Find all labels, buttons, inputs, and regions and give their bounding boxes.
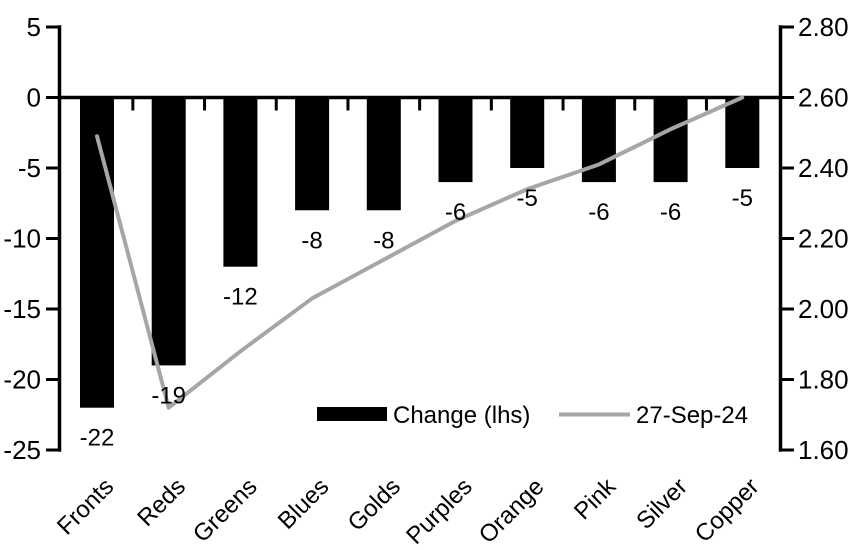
right-axis-tick-label: 1.60 bbox=[798, 435, 849, 465]
bar-silver bbox=[653, 97, 688, 183]
left-axis-tick-label: -25 bbox=[3, 435, 41, 465]
category-label-reds: Reds bbox=[132, 473, 191, 532]
left-axis-tick-label: -20 bbox=[3, 365, 41, 395]
left-axis-tick-label: 0 bbox=[27, 83, 41, 113]
legend-label-change-lhs: Change (lhs) bbox=[393, 402, 530, 429]
legend-bar-swatch bbox=[317, 407, 387, 421]
bar-value-label: -6 bbox=[445, 199, 466, 226]
bar-purples bbox=[438, 97, 473, 183]
line-series bbox=[95, 95, 745, 410]
bar-orange bbox=[510, 97, 545, 168]
right-axis-tick-label: 2.20 bbox=[798, 224, 849, 254]
category-label-golds: Golds bbox=[343, 473, 406, 536]
left-axis-tick-label: -10 bbox=[3, 224, 41, 254]
right-axis-tick-label: 1.80 bbox=[798, 365, 849, 395]
bar-value-label: -12 bbox=[223, 284, 258, 311]
right-axis-tick-label: 2.80 bbox=[798, 12, 849, 42]
category-label-blues: Blues bbox=[273, 473, 335, 535]
left-axis-tick-label: -15 bbox=[3, 294, 41, 324]
bar-fronts bbox=[80, 97, 114, 408]
right-axis-tick-label: 2.40 bbox=[798, 153, 849, 183]
bar-value-label: -22 bbox=[80, 425, 115, 452]
bar-golds bbox=[366, 97, 401, 211]
right-axis-tick-label: 2.60 bbox=[798, 83, 849, 113]
bar-value-label: -8 bbox=[301, 227, 322, 254]
left-axis-tick-label: -5 bbox=[18, 153, 41, 183]
legend-label-27-sep-24: 27-Sep-24 bbox=[636, 402, 748, 429]
category-label-greens: Greens bbox=[188, 473, 263, 548]
category-label-orange: Orange bbox=[474, 473, 550, 549]
bar-copper bbox=[725, 97, 760, 168]
bar-value-label: -5 bbox=[732, 185, 753, 212]
bar-greens bbox=[223, 97, 258, 267]
category-label-fronts: Fronts bbox=[52, 473, 119, 540]
category-label-copper: Copper bbox=[690, 473, 765, 548]
bar-value-label: -19 bbox=[151, 382, 186, 409]
bar-value-label: -8 bbox=[373, 227, 394, 254]
left-axis-tick-label: 5 bbox=[27, 12, 41, 42]
bar-blues bbox=[295, 97, 330, 211]
bar-value-label: -6 bbox=[660, 199, 681, 226]
category-label-pink: Pink bbox=[569, 472, 622, 525]
category-label-silver: Silver bbox=[631, 473, 693, 535]
bar-reds bbox=[151, 97, 186, 366]
right-axis-tick-label: 2.00 bbox=[798, 294, 849, 324]
category-label-purples: Purples bbox=[401, 473, 478, 550]
bar-value-label: -6 bbox=[588, 199, 609, 226]
bar-value-label: -5 bbox=[517, 185, 538, 212]
